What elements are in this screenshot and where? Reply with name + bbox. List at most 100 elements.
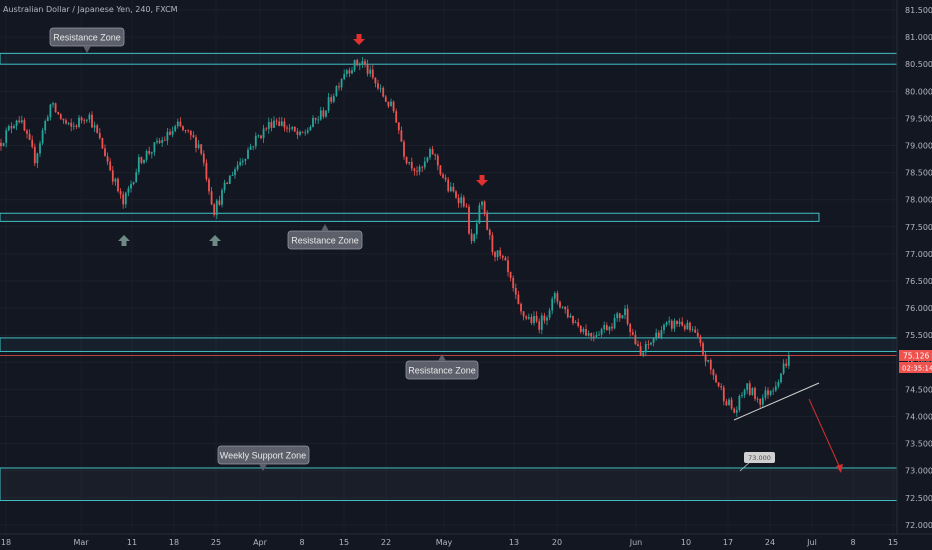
candle-body [252, 146, 255, 148]
candle-body [769, 390, 772, 395]
candle-body [319, 110, 322, 120]
candle-body [213, 204, 216, 215]
candle-body [644, 344, 647, 353]
y-tick-label: 77.000 [905, 250, 932, 259]
candle-body [553, 293, 556, 299]
candle-body [686, 322, 689, 330]
candle-body [330, 97, 333, 102]
resistance-zone-label-lower-text: Resistance Zone [408, 366, 476, 376]
candle-body [608, 326, 611, 331]
candle-body [124, 192, 127, 205]
candle-body [728, 399, 730, 406]
candle-body [746, 383, 749, 390]
candle-body [540, 315, 543, 330]
candle-body [486, 212, 489, 230]
candle-body [408, 162, 411, 164]
y-tick-label: 77.500 [905, 223, 932, 232]
candle-body [444, 177, 447, 180]
y-tick-label: 74.500 [905, 385, 932, 394]
candle-body [603, 325, 606, 330]
candle-body [676, 320, 678, 324]
candle-body [244, 158, 247, 161]
candle-body [379, 87, 382, 89]
candle-body [501, 255, 504, 258]
candle-body [59, 114, 62, 119]
resistance-zone-middle [0, 212, 820, 222]
candle-body [236, 165, 239, 170]
candle-body [327, 97, 330, 111]
y-tick-label: 80.000 [905, 87, 932, 96]
candle-body [774, 386, 777, 391]
candle-body [431, 149, 434, 155]
candle-body [10, 126, 13, 129]
last-price-text: 75.126 [903, 352, 929, 361]
x-tick-label: 18 [169, 538, 179, 547]
candle-body [673, 320, 676, 329]
candle-body [699, 336, 702, 344]
candle-body [533, 315, 535, 324]
y-tick-label: 79.000 [905, 142, 932, 151]
weekly-support-zone-label[interactable]: Weekly Support Zone [217, 445, 310, 471]
candle-body [691, 329, 694, 331]
y-tick-label: 78.000 [905, 196, 932, 205]
candle-body [722, 387, 725, 402]
candle-body [265, 128, 268, 130]
candle-body [143, 159, 145, 163]
y-tick-label: 79.500 [905, 114, 932, 123]
candle-body [260, 135, 262, 139]
candle-body [36, 153, 39, 164]
candle-body [759, 399, 762, 405]
candle-body [517, 294, 520, 304]
candle-body [119, 191, 122, 195]
candle-body [104, 148, 106, 157]
candle-body [629, 323, 632, 333]
resistance-zone-label-lower[interactable]: Resistance Zone [405, 354, 479, 380]
candle-body [28, 133, 31, 140]
candle-body [670, 320, 673, 329]
y-tick-label: 76.500 [905, 277, 932, 286]
candle-body [507, 260, 509, 272]
candle-body [296, 131, 299, 135]
candle-body [559, 301, 561, 308]
candle-body [681, 321, 684, 326]
resistance-zone-label-middle[interactable]: Resistance Zone [287, 224, 363, 250]
x-tick-label: 13 [509, 538, 519, 547]
candle-body [223, 182, 226, 191]
candle-body [312, 117, 314, 127]
candle-body [140, 157, 143, 163]
candle-body [221, 190, 223, 205]
candle-body [764, 390, 767, 398]
candle-body [618, 313, 621, 319]
candle-body [215, 200, 218, 215]
candle-body [377, 83, 379, 89]
x-tick-label: 8 [850, 538, 855, 547]
candle-body [452, 186, 455, 192]
candle-body [468, 206, 470, 234]
candle-body [153, 142, 156, 153]
candle-body [782, 363, 785, 374]
candle-body [7, 126, 10, 131]
candle-body [348, 70, 351, 74]
time-axis[interactable]: 18 Mar 11 18 25 Apr 8 15 22 May 13 20 Jun 10 17 24 Jul 8 1… [1, 538, 898, 547]
candle-body [585, 329, 587, 336]
candle-body [655, 332, 658, 339]
candle-body [590, 333, 593, 337]
resistance-zone-label-top[interactable]: Resistance Zone [49, 27, 125, 53]
countdown-tag: 02:35:14 [899, 362, 932, 373]
candle-body [520, 303, 522, 312]
projection-arrowhead [836, 464, 843, 473]
candle-body [148, 151, 151, 154]
candle-body [364, 61, 366, 65]
y-tick-label: 78.500 [905, 169, 932, 178]
candle-body [460, 197, 463, 204]
candle-body [574, 322, 577, 324]
candle-body [249, 146, 252, 150]
candle-body [689, 322, 691, 331]
candle-body [317, 119, 320, 121]
candle-body [418, 166, 421, 172]
candle-body [605, 325, 608, 331]
candle-body [426, 157, 429, 162]
candle-body [548, 310, 551, 318]
target-price-label[interactable]: 73.000 [739, 452, 775, 472]
